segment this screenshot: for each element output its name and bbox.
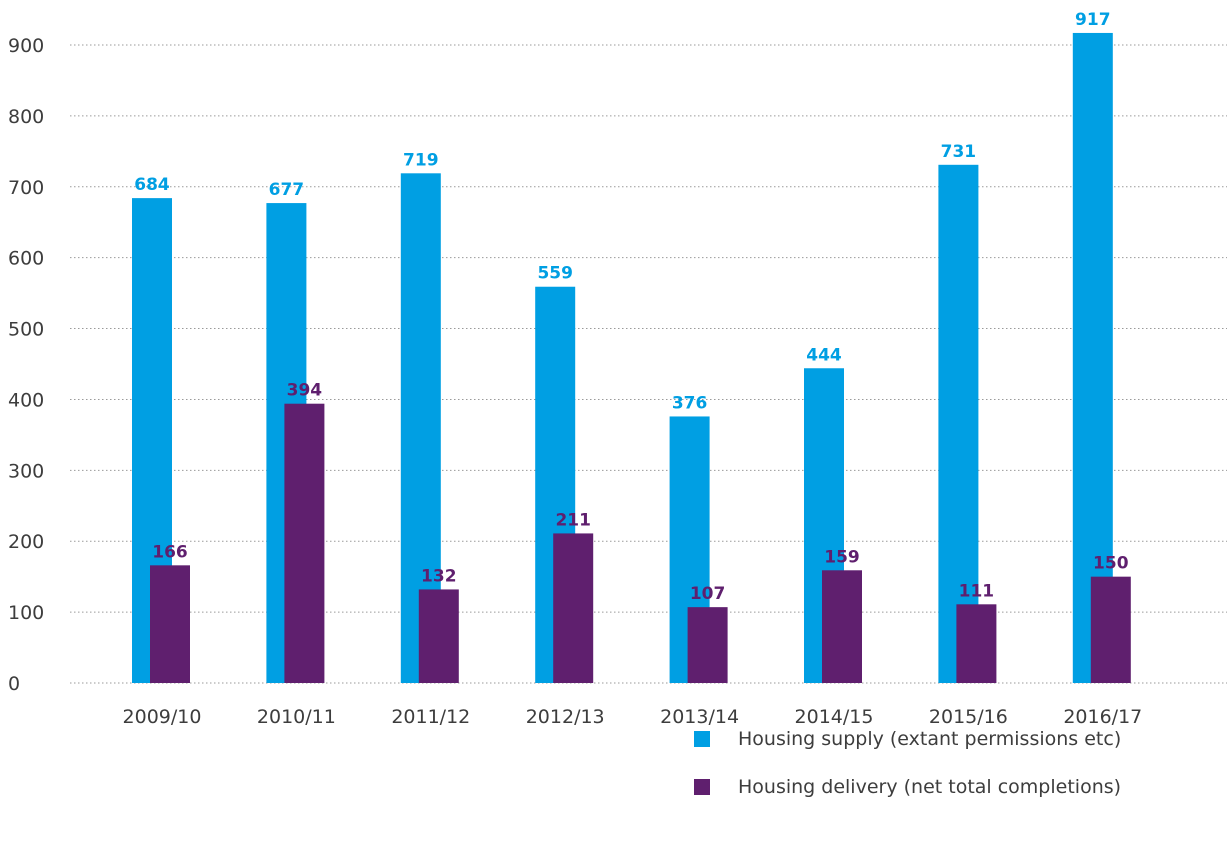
data-label-supply-2010/11: 677	[269, 180, 305, 200]
data-label-supply-2011/12: 719	[403, 150, 439, 170]
y-tick-label-0: 0	[8, 673, 20, 695]
x-tick-label-2010/11: 2010/11	[257, 706, 336, 728]
y-tick-label-900: 900	[8, 35, 44, 57]
y-tick-label-400: 400	[8, 389, 44, 411]
bar-delivery-2013/14	[687, 607, 728, 683]
data-label-delivery-2014/15: 159	[824, 547, 860, 567]
data-label-delivery-2012/13: 211	[555, 510, 591, 530]
y-tick-label-800: 800	[8, 106, 44, 128]
data-label-delivery-2010/11: 394	[287, 381, 323, 401]
data-label-supply-2014/15: 444	[806, 345, 842, 365]
data-label-supply-2013/14: 376	[672, 393, 708, 413]
y-axis: 0 100 200 300 400 500 600 700 800 900	[8, 35, 44, 695]
y-tick-label-100: 100	[8, 602, 44, 624]
data-label-delivery-2013/14: 107	[690, 584, 726, 604]
y-tick-label-500: 500	[8, 319, 44, 341]
x-tick-label-2013/14: 2013/14	[660, 706, 739, 728]
legend-item-delivery: Housing delivery (net total completions)	[694, 770, 1121, 804]
gridlines	[70, 44, 1227, 684]
data-label-supply-2012/13: 559	[537, 264, 573, 284]
bar-delivery-2010/11	[284, 403, 325, 683]
bar-supply-2015/16	[938, 164, 979, 683]
legend-item-supply: Housing supply (extant permissions etc)	[694, 722, 1121, 756]
bar-delivery-2011/12	[418, 589, 459, 683]
x-axis: 2009/10 2010/11 2011/12 2012/13 2013/14 2014/…	[123, 706, 1143, 728]
bar-delivery-2009/10	[150, 565, 190, 683]
x-tick-label-2012/13: 2012/13	[526, 706, 605, 728]
data-label-supply-2016/17: 917	[1075, 10, 1111, 30]
data-label-delivery-2016/17: 150	[1093, 554, 1129, 574]
y-tick-label-200: 200	[8, 531, 44, 553]
data-label-supply-2009/10: 684	[134, 175, 170, 195]
legend: Housing supply (extant permissions etc) …	[694, 722, 1121, 818]
y-tick-label-700: 700	[8, 177, 44, 199]
x-tick-label-2016/17: 2016/17	[1063, 706, 1142, 728]
legend-label-delivery: Housing delivery (net total completions)	[738, 776, 1122, 798]
bar-delivery-2014/15	[822, 570, 862, 683]
legend-swatch-supply	[694, 731, 710, 747]
data-label-supply-2015/16: 731	[941, 142, 977, 162]
y-tick-label-600: 600	[8, 248, 44, 270]
bar-delivery-2016/17	[1090, 576, 1131, 683]
x-tick-label-2009/10: 2009/10	[123, 706, 202, 728]
bar-delivery-2012/13	[553, 533, 594, 683]
data-label-delivery-2015/16: 111	[959, 581, 995, 601]
legend-swatch-delivery	[694, 779, 710, 795]
data-label-delivery-2011/12: 132	[421, 566, 457, 586]
data-labels: 684 166 677 394 719 132 559 211 376 107 444 159 731 1…	[134, 10, 1128, 604]
bar-supply-2016/17	[1072, 32, 1113, 683]
x-tick-label-2015/16: 2015/16	[929, 706, 1008, 728]
bar-delivery-2015/16	[956, 604, 997, 683]
x-tick-label-2014/15: 2014/15	[795, 706, 874, 728]
legend-label-supply: Housing supply (extant permissions etc)	[738, 728, 1122, 750]
x-tick-label-2011/12: 2011/12	[391, 706, 470, 728]
bars	[132, 32, 1131, 684]
y-tick-label-300: 300	[8, 460, 44, 482]
data-label-delivery-2009/10: 166	[152, 542, 188, 562]
